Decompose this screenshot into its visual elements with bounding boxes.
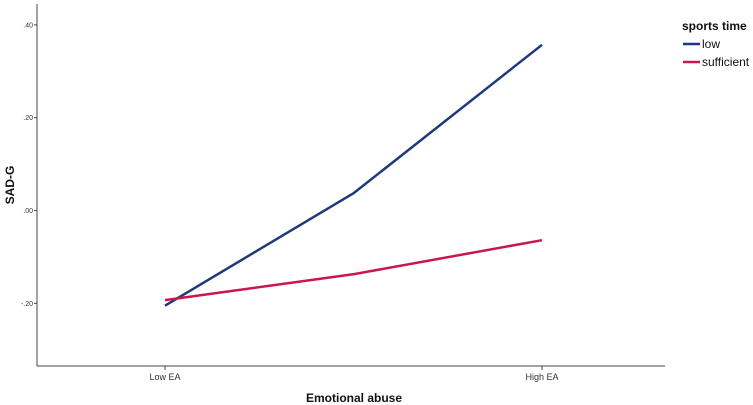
plot-area: -.20 .00 .20 .40 Low EA High EA (21, 4, 665, 382)
legend-title: sports time (682, 19, 747, 33)
legend: sports time low sufficient (682, 19, 750, 69)
y-tick-label: -.20 (21, 301, 33, 308)
x-axis-title: Emotional abuse (306, 391, 402, 405)
y-axis-ticks: -.20 .00 .20 .40 (21, 22, 37, 308)
x-axis-ticks: Low EA High EA (149, 366, 559, 382)
y-tick-label: .00 (23, 208, 33, 215)
series-line-sufficient (164, 238, 543, 302)
y-axis-title: SAD-G (3, 166, 17, 205)
legend-label-sufficient: sufficient (702, 55, 750, 69)
series-line-low (164, 43, 543, 307)
legend-label-low: low (702, 37, 720, 51)
y-tick-label: .40 (23, 22, 33, 29)
y-tick-label: .20 (23, 115, 33, 122)
series-lines (164, 43, 543, 307)
x-tick-label: Low EA (149, 372, 180, 382)
x-tick-label: High EA (525, 372, 558, 382)
